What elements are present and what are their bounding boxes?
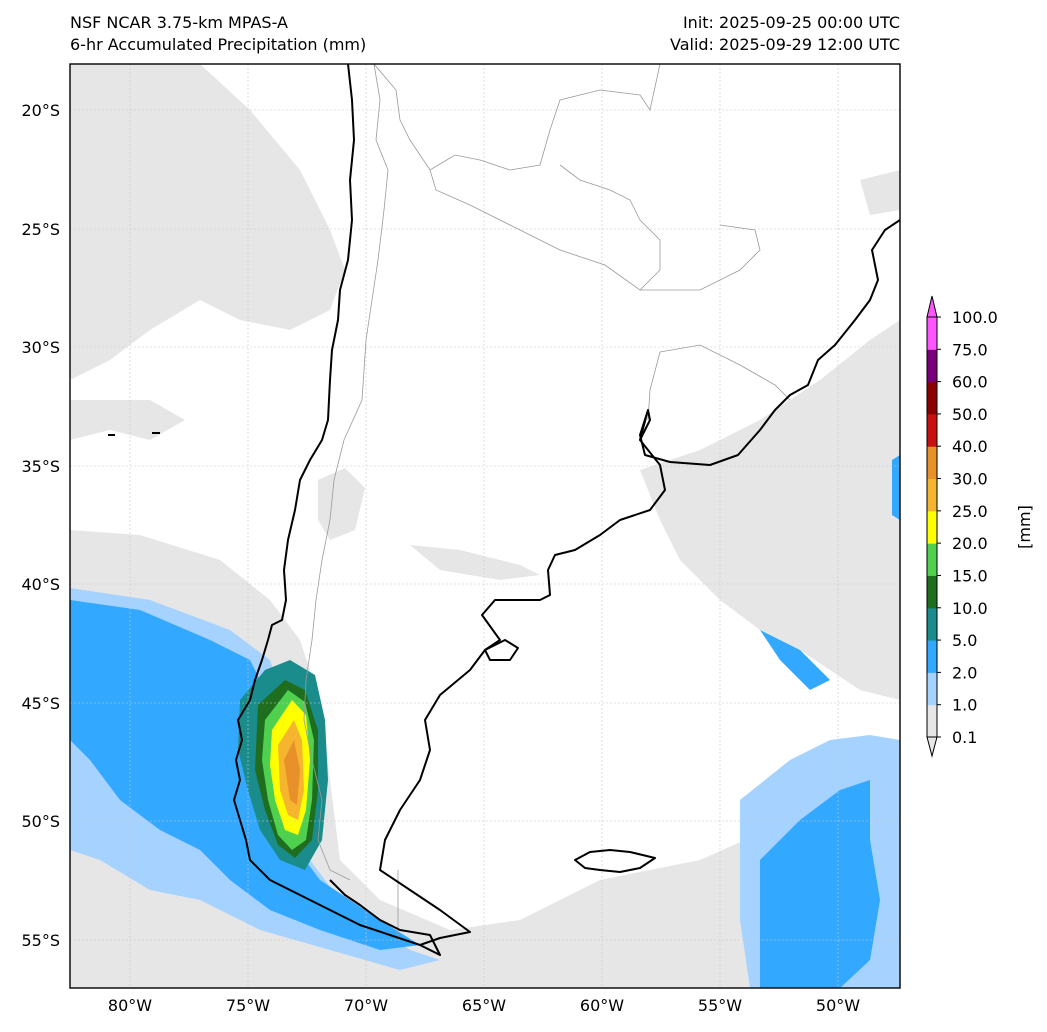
init-time: Init: 2025-09-25 00:00 UTC (682, 13, 900, 32)
colorbar-level-label: 20.0 (952, 534, 988, 553)
colorbar-swatch (927, 704, 937, 738)
colorbar-swatches (927, 317, 937, 738)
border-bolivia (373, 64, 661, 171)
colorbar-level-label: 1.0 (952, 696, 977, 715)
precip-area-ne-atlantic (860, 170, 900, 215)
precip-area-east-edge (892, 455, 900, 520)
border-uruguay (659, 344, 791, 401)
colorbar-labels: 0.1 1.0 2.0 5.0 10.0 15.0 20.0 25.0 30.0 40.0 50.0… (937, 308, 998, 747)
colorbar-level-label: 5.0 (952, 631, 977, 650)
colorbar-level-label: 0.1 (952, 728, 977, 747)
graticule (70, 64, 900, 988)
colorbar-swatch (927, 413, 937, 447)
coast-uruguay-plata (639, 409, 651, 441)
precip-heavy-core (270, 700, 310, 835)
lon-axis: 80°W 75°W 70°W 65°W 60°W 55°W 50°W (108, 996, 860, 1015)
lon-tick-label: 50°W (816, 996, 860, 1015)
lon-tick-label: 55°W (698, 996, 742, 1015)
border-paraguay (429, 164, 661, 291)
lon-tick-label: 65°W (462, 996, 506, 1015)
precip-area-atlantic (640, 320, 900, 700)
colorbar-swatch (927, 478, 937, 512)
colorbar-level-label: 25.0 (952, 502, 988, 521)
coast-fjords (233, 639, 441, 956)
border-chile-argentina (303, 64, 389, 881)
colorbar-swatch (927, 543, 937, 576)
colorbar-swatch (927, 607, 937, 641)
lat-tick-label: 50°S (21, 812, 60, 831)
precip-area-darkorange (284, 740, 300, 805)
lon-tick-label: 75°W (226, 996, 270, 1015)
coastlines (108, 64, 900, 956)
precip-area-pacific-strip (70, 400, 185, 440)
precip-area-patagonia-band (410, 545, 540, 580)
colorbar-level-label: 30.0 (952, 470, 988, 489)
colorbar-swatch (927, 381, 937, 415)
field-name: 6-hr Accumulated Precipitation (mm) (70, 35, 367, 54)
colorbar-level-label: 10.0 (952, 599, 988, 618)
lat-tick-label: 35°S (21, 457, 60, 476)
lat-tick-label: 20°S (21, 101, 60, 120)
lat-tick-label: 55°S (21, 931, 60, 950)
precip-area-north-pacific (70, 64, 345, 380)
colorbar-frame (926, 316, 938, 738)
colorbar-extend-min (926, 736, 938, 758)
colorbar-unit-label: [mm] (1015, 505, 1034, 549)
coast-chile (267, 64, 355, 641)
colorbar: 0.1 1.0 2.0 5.0 10.0 15.0 20.0 25.0 30.0 40.0 50.0… (926, 295, 1034, 758)
model-name: NSF NCAR 3.75-km MPAS-A (70, 13, 288, 32)
coast-falklands (574, 849, 656, 873)
lat-tick-label: 30°S (21, 338, 60, 357)
lon-tick-label: 60°W (580, 996, 624, 1015)
valid-time: Valid: 2025-09-29 12:00 UTC (669, 35, 900, 54)
colorbar-swatch (927, 317, 937, 350)
map-title: NSF NCAR 3.75-km MPAS-A 6-hr Accumulated… (70, 12, 366, 56)
colorbar-level-label: 100.0 (952, 308, 998, 327)
map-panel (70, 64, 900, 988)
map-frame (69, 63, 901, 989)
colorbar-swatch (927, 640, 937, 673)
lon-tick-label: 70°W (344, 996, 388, 1015)
colorbar-swatch (927, 575, 937, 609)
coast-valdes (484, 639, 519, 661)
colorbar-level-label: 2.0 (952, 663, 977, 682)
colorbar-swatch (927, 510, 937, 544)
colorbar-swatch (927, 446, 937, 480)
colorbar-level-label: 60.0 (952, 373, 988, 392)
colorbar-swatch (927, 672, 937, 706)
lat-tick-label: 40°S (21, 575, 60, 594)
colorbar-extend-max (926, 295, 938, 318)
lat-axis: 20°S 25°S 30°S 35°S 40°S 45°S 50°S 55°S (21, 101, 60, 950)
colorbar-level-label: 15.0 (952, 566, 988, 585)
map-timestamps: Init: 2025-09-25 00:00 UTC Valid: 2025-0… (670, 12, 900, 56)
colorbar-swatch (927, 349, 937, 383)
coast-argentina (379, 219, 900, 946)
colorbar-level-label: 40.0 (952, 437, 988, 456)
precip-area-atlantic-streak (760, 630, 830, 690)
lat-tick-label: 45°S (21, 694, 60, 713)
colorbar-level-label: 50.0 (952, 405, 988, 424)
lon-tick-label: 80°W (108, 996, 152, 1015)
border-brazil-argentina (640, 224, 761, 291)
precip-area-se-blue (760, 780, 880, 988)
lat-tick-label: 25°S (21, 220, 60, 239)
colorbar-level-label: 75.0 (952, 340, 988, 359)
